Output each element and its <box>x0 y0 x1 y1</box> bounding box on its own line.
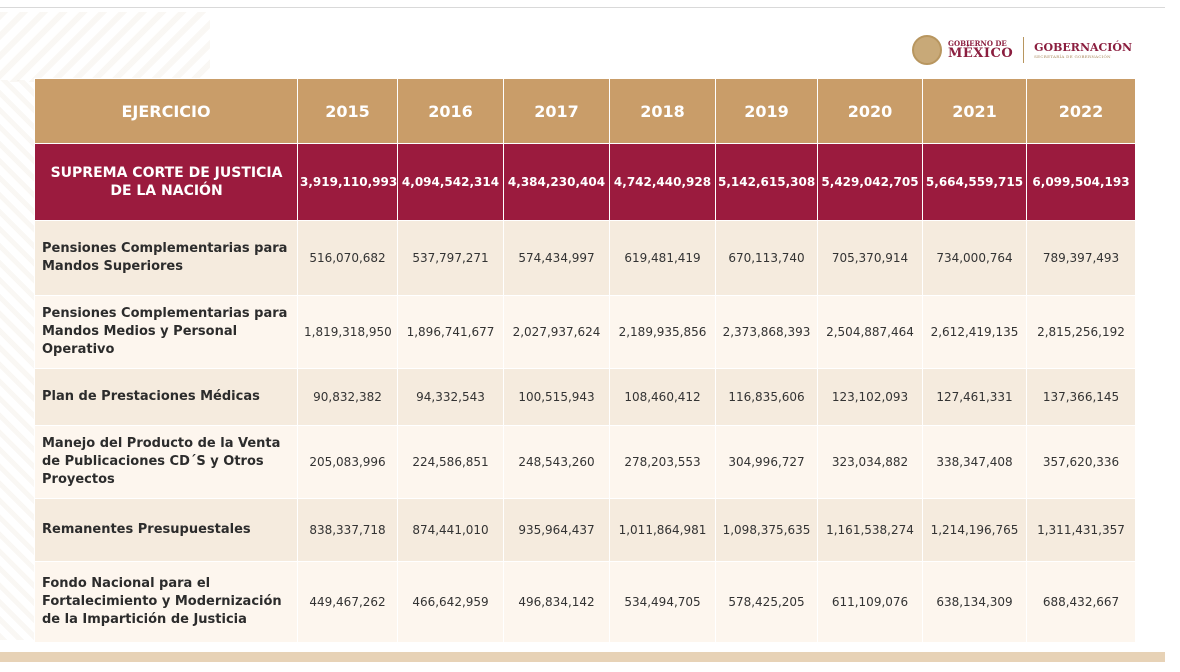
budget-table: EJERCICIO 2015 2016 2017 2018 2019 2020 2021 202… <box>34 78 1136 643</box>
table-cell: 578,425,205 <box>715 561 818 643</box>
row-label: Manejo del Producto de la Venta de Publi… <box>34 425 298 499</box>
column-header-year: 2016 <box>397 78 504 144</box>
table-cell: 1,011,864,981 <box>609 498 716 562</box>
column-header-year: 2021 <box>922 78 1027 144</box>
table-cell: 123,102,093 <box>817 368 923 426</box>
national-seal-icon <box>912 35 942 65</box>
column-header-year: 2018 <box>609 78 716 144</box>
decorative-pattern-top <box>0 12 210 82</box>
table-body: SUPREMA CORTE DE JUSTICIA DE LA NACIÓN 3,… <box>34 143 1136 643</box>
decorative-pattern-left <box>0 80 36 640</box>
table-row: Remanentes Presupuestales 838,337,718 874,… <box>34 498 1136 562</box>
table-cell: 670,113,740 <box>715 220 818 296</box>
table-cell: 734,000,764 <box>922 220 1027 296</box>
column-header-year: 2017 <box>503 78 610 144</box>
table-cell: 874,441,010 <box>397 498 504 562</box>
table-cell: 323,034,882 <box>817 425 923 499</box>
gobierno-line: GOBIERNO DE <box>948 39 1007 48</box>
table-cell: 789,397,493 <box>1026 220 1136 296</box>
table-cell: 1,214,196,765 <box>922 498 1027 562</box>
table-cell: 466,642,959 <box>397 561 504 643</box>
row-label: Fondo Nacional para el Fortalecimiento y… <box>34 561 298 643</box>
table-row: Pensiones Complementarias para Mandos Me… <box>34 295 1136 369</box>
table-cell: 5,429,042,705 <box>817 143 923 221</box>
column-header-year: 2022 <box>1026 78 1136 144</box>
table-cell: 935,964,437 <box>503 498 610 562</box>
table-cell: 619,481,419 <box>609 220 716 296</box>
table-cell: 611,109,076 <box>817 561 923 643</box>
table-cell: 100,515,943 <box>503 368 610 426</box>
government-logo: GOBIERNO DE MÉXICO GOBERNACIÓN SECRETARÍ… <box>912 34 1132 66</box>
table-cell: 4,384,230,404 <box>503 143 610 221</box>
table-cell: 838,337,718 <box>297 498 398 562</box>
table-cell: 248,543,260 <box>503 425 610 499</box>
ministry-wordmark: GOBERNACIÓN SECRETARÍA DE GOBERNACIÓN <box>1034 41 1132 59</box>
table-cell: 278,203,553 <box>609 425 716 499</box>
table-cell: 1,161,538,274 <box>817 498 923 562</box>
table-cell: 2,189,935,856 <box>609 295 716 369</box>
table-cell: 449,467,262 <box>297 561 398 643</box>
table-cell: 2,027,937,624 <box>503 295 610 369</box>
table-cell: 108,460,412 <box>609 368 716 426</box>
logo-separator <box>1023 37 1025 63</box>
column-header-year: 2020 <box>817 78 923 144</box>
table-cell: 137,366,145 <box>1026 368 1136 426</box>
table-row: Plan de Prestaciones Médicas 90,832,382 94… <box>34 368 1136 426</box>
table-cell: 537,797,271 <box>397 220 504 296</box>
table-cell: 2,504,887,464 <box>817 295 923 369</box>
table-row-suprema-corte: SUPREMA CORTE DE JUSTICIA DE LA NACIÓN 3,… <box>34 143 1136 221</box>
table-cell: 516,070,682 <box>297 220 398 296</box>
table-cell: 357,620,336 <box>1026 425 1136 499</box>
ministry-subtitle: SECRETARÍA DE GOBERNACIÓN <box>1034 54 1111 59</box>
table-cell: 5,142,615,308 <box>715 143 818 221</box>
ministry-name: GOBERNACIÓN <box>1034 41 1133 54</box>
table-cell: 3,919,110,993 <box>297 143 398 221</box>
row-label: Plan de Prestaciones Médicas <box>34 368 298 426</box>
table-cell: 1,098,375,635 <box>715 498 818 562</box>
table-cell: 2,612,419,135 <box>922 295 1027 369</box>
row-label: SUPREMA CORTE DE JUSTICIA DE LA NACIÓN <box>34 143 298 221</box>
table-cell: 5,664,559,715 <box>922 143 1027 221</box>
table-cell: 2,815,256,192 <box>1026 295 1136 369</box>
row-label: Pensiones Complementarias para Mandos Su… <box>34 220 298 296</box>
table-cell: 127,461,331 <box>922 368 1027 426</box>
table-row: Pensiones Complementarias para Mandos Su… <box>34 220 1136 296</box>
table-cell: 574,434,997 <box>503 220 610 296</box>
table-cell: 4,094,542,314 <box>397 143 504 221</box>
table-cell: 534,494,705 <box>609 561 716 643</box>
table-cell: 6,099,504,193 <box>1026 143 1136 221</box>
table-row: Fondo Nacional para el Fortalecimiento y… <box>34 561 1136 643</box>
table-cell: 1,311,431,357 <box>1026 498 1136 562</box>
table-cell: 205,083,996 <box>297 425 398 499</box>
table-cell: 496,834,142 <box>503 561 610 643</box>
table-cell: 90,832,382 <box>297 368 398 426</box>
mexico-line: MÉXICO <box>948 46 1014 61</box>
table-cell: 638,134,309 <box>922 561 1027 643</box>
bottom-decorative-bar <box>0 652 1165 662</box>
table-cell: 2,373,868,393 <box>715 295 818 369</box>
table-cell: 1,896,741,677 <box>397 295 504 369</box>
table-cell: 116,835,606 <box>715 368 818 426</box>
table-cell: 304,996,727 <box>715 425 818 499</box>
table-cell: 94,332,543 <box>397 368 504 426</box>
table-cell: 688,432,667 <box>1026 561 1136 643</box>
gobierno-de-mexico-wordmark: GOBIERNO DE MÉXICO <box>948 40 1013 60</box>
table-cell: 1,819,318,950 <box>297 295 398 369</box>
column-header-ejercicio: EJERCICIO <box>34 78 298 144</box>
table-cell: 4,742,440,928 <box>609 143 716 221</box>
table-row: Manejo del Producto de la Venta de Publi… <box>34 425 1136 499</box>
column-header-year: 2015 <box>297 78 398 144</box>
table-cell: 338,347,408 <box>922 425 1027 499</box>
row-label: Pensiones Complementarias para Mandos Me… <box>34 295 298 369</box>
table-header-row: EJERCICIO 2015 2016 2017 2018 2019 2020 2021 202… <box>34 78 1136 144</box>
column-header-year: 2019 <box>715 78 818 144</box>
table-cell: 705,370,914 <box>817 220 923 296</box>
table-cell: 224,586,851 <box>397 425 504 499</box>
top-divider <box>0 7 1165 8</box>
row-label: Remanentes Presupuestales <box>34 498 298 562</box>
